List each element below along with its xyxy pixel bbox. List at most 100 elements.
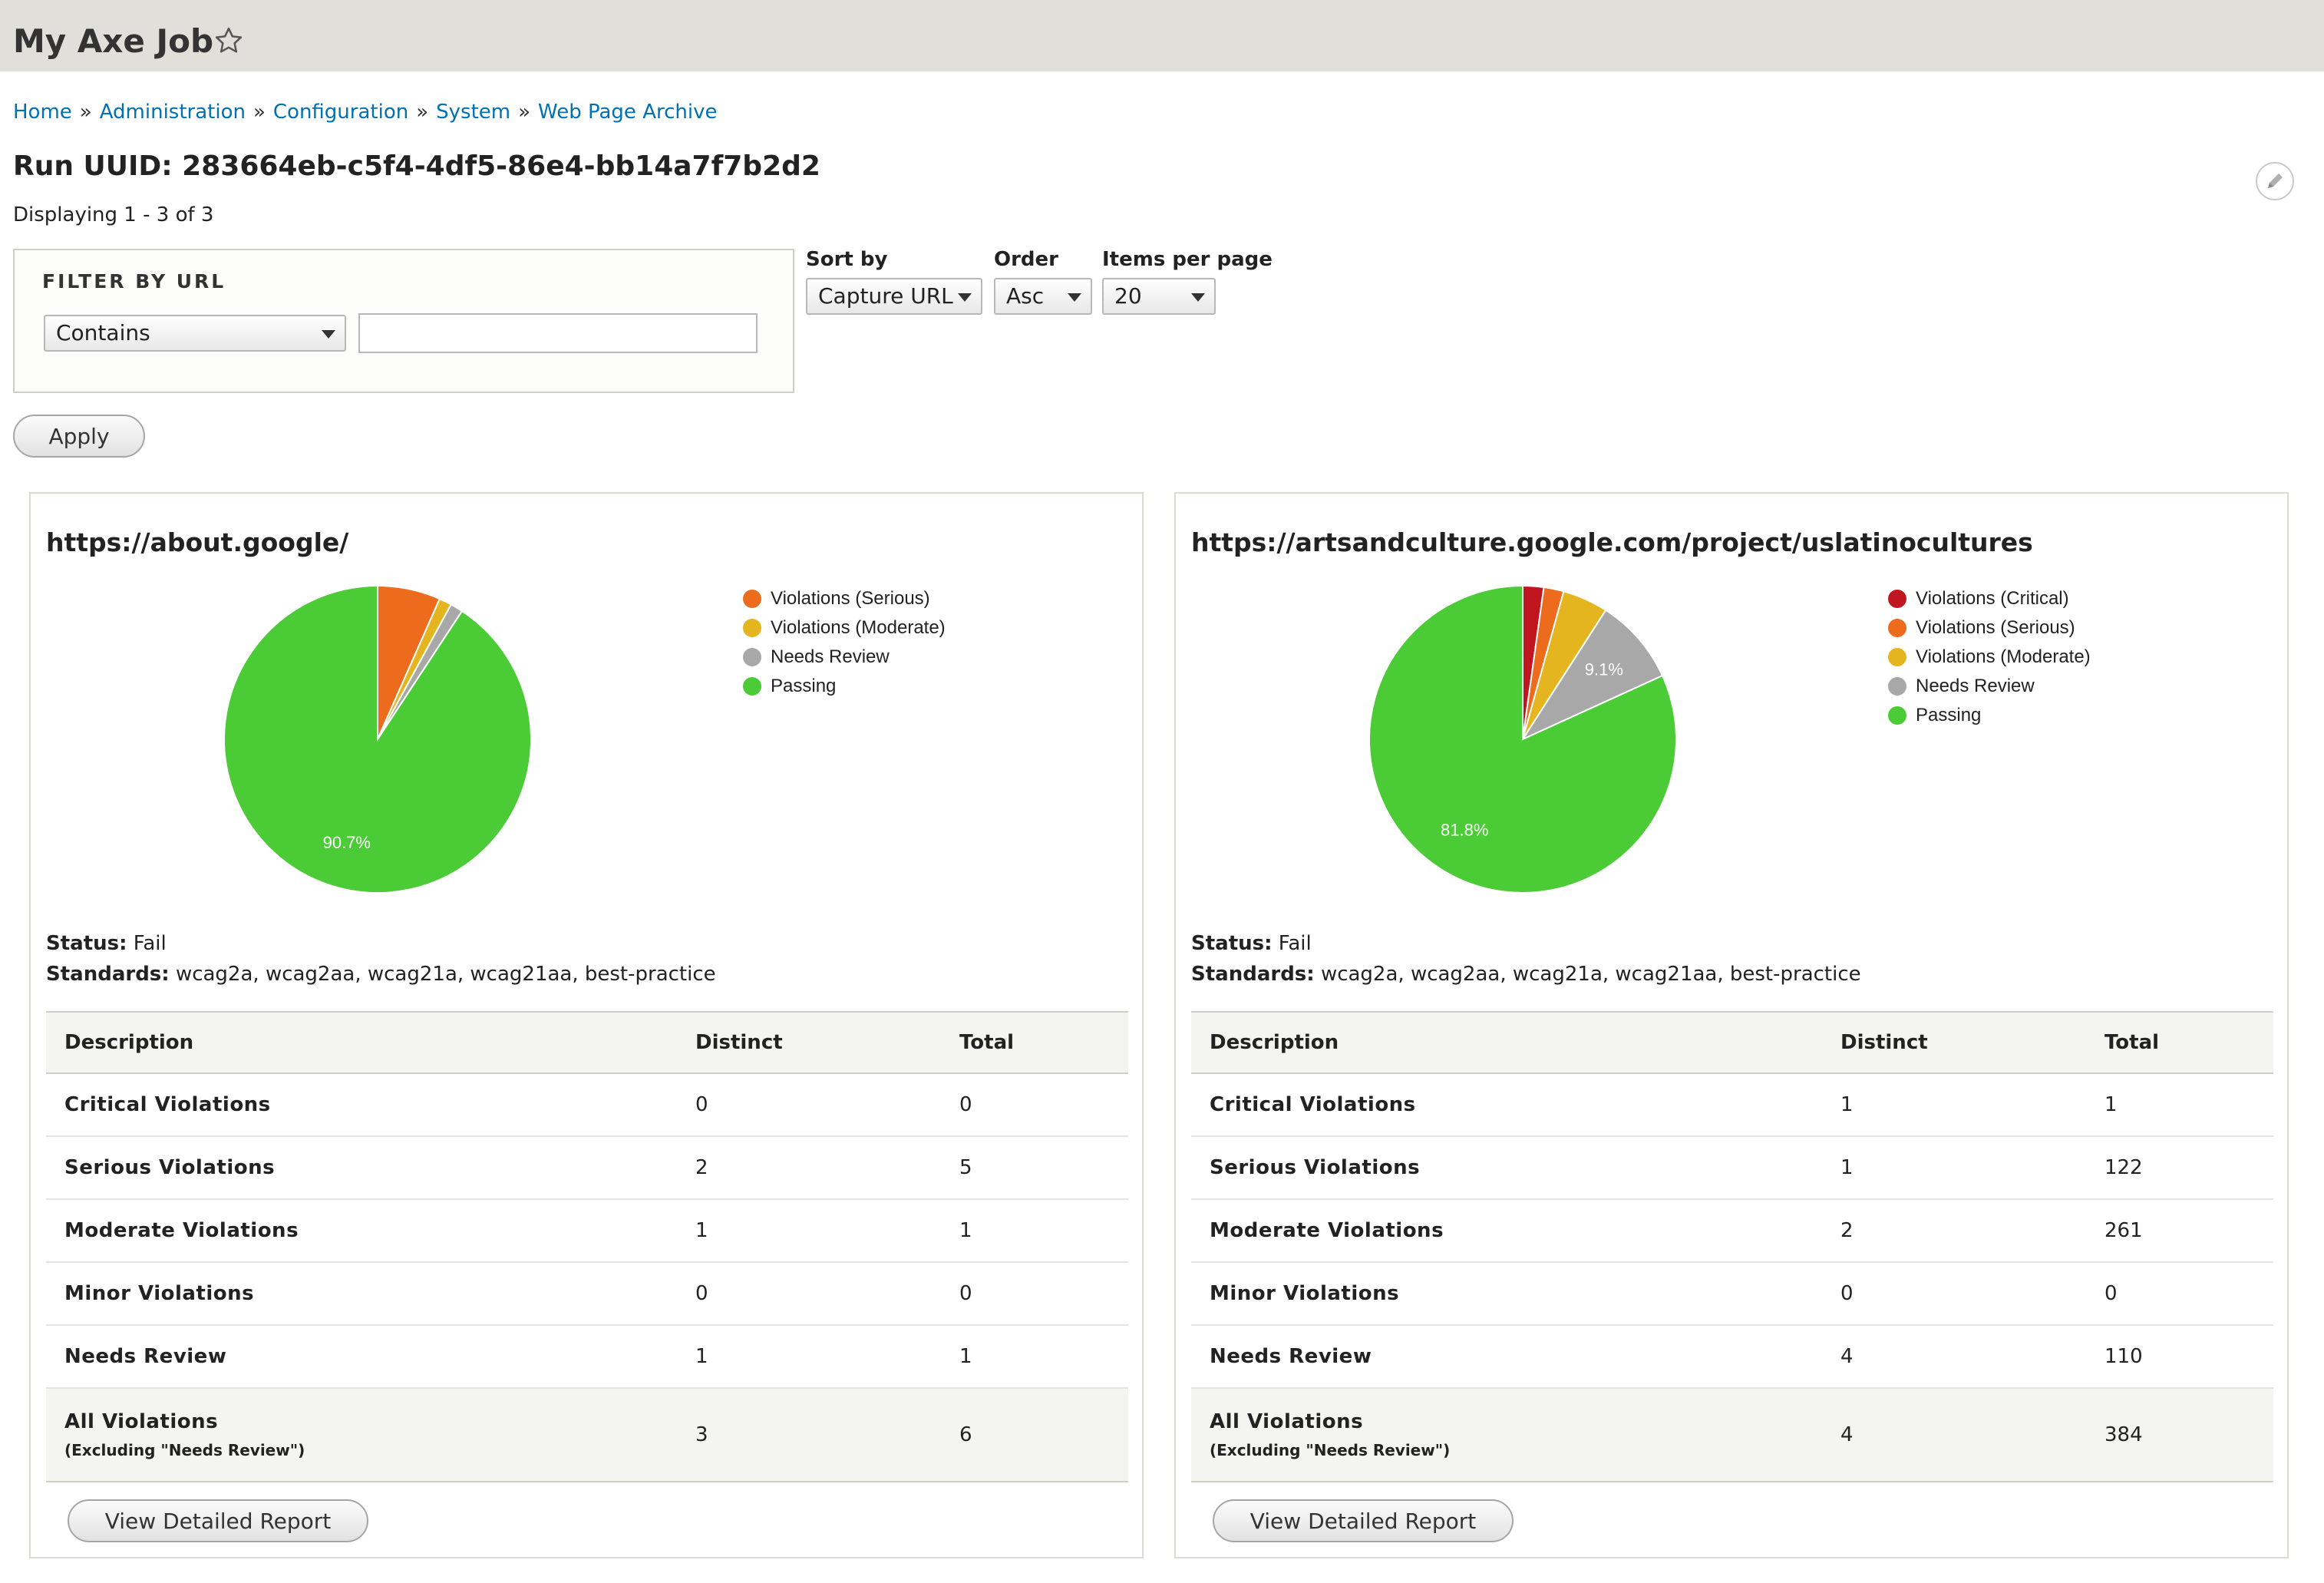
row-description: Minor Violations xyxy=(1191,1262,1822,1326)
column-header-description: Description xyxy=(1191,1011,1822,1074)
legend-swatch xyxy=(743,648,761,666)
row-description: Needs Review xyxy=(1191,1325,1822,1389)
standards-line: Standards: wcag2a, wcag2aa, wcag21a, wca… xyxy=(46,960,716,988)
result-card: https://artsandculture.google.com/projec… xyxy=(1174,492,2289,1558)
capture-url: https://artsandculture.google.com/projec… xyxy=(1191,527,2033,557)
row-description: Serious Violations xyxy=(46,1136,677,1200)
violations-table: Description Distinct Total Critical Viol… xyxy=(1191,1011,2273,1482)
breadcrumb-configuration[interactable]: Configuration xyxy=(272,101,409,124)
row-total: 122 xyxy=(2086,1136,2273,1200)
status-label: Status: xyxy=(46,932,127,955)
row-description: Moderate Violations xyxy=(46,1199,677,1263)
breadcrumb-web-page-archive[interactable]: Web Page Archive xyxy=(538,101,718,124)
pie-slice-review xyxy=(1520,609,1664,742)
table-total-row: All Violations (Excluding "Needs Review")… xyxy=(1191,1388,2273,1482)
items-per-page-select[interactable]: 20 xyxy=(1102,278,1216,315)
table-row: Moderate Violations 2 261 xyxy=(1191,1199,2273,1263)
result-count: Displaying 1 - 3 of 3 xyxy=(13,203,214,226)
breadcrumb-administration[interactable]: Administration xyxy=(99,101,246,124)
column-header-distinct: Distinct xyxy=(677,1011,941,1074)
legend-swatch xyxy=(1888,619,1906,637)
legend-swatch xyxy=(1888,677,1906,696)
row-description: Critical Violations xyxy=(1191,1073,1822,1137)
table-row: Serious Violations 2 5 xyxy=(46,1136,1128,1200)
items-per-page-label: Items per page xyxy=(1102,248,1273,271)
legend-label: Violations (Critical) xyxy=(1916,588,2069,609)
status-line: Status: Fail xyxy=(46,930,167,957)
breadcrumb-system[interactable]: System xyxy=(436,101,511,124)
legend-item-critical: Violations (Critical) xyxy=(1888,584,2091,613)
row-description: Moderate Violations xyxy=(1191,1199,1822,1263)
legend-swatch xyxy=(743,677,761,696)
sort-by-label: Sort by xyxy=(806,248,888,271)
column-header-total: Total xyxy=(941,1011,1128,1074)
breadcrumb-home[interactable]: Home xyxy=(13,101,72,124)
excluding-note: (Excluding "Needs Review") xyxy=(1210,1441,1451,1459)
row-distinct: 3 xyxy=(677,1388,941,1482)
all-violations-label: All Violations xyxy=(1210,1410,1364,1433)
sort-by-value: Capture URL xyxy=(818,283,953,309)
column-header-total: Total xyxy=(2086,1011,2273,1074)
row-distinct: 0 xyxy=(677,1262,941,1326)
legend-label: Violations (Moderate) xyxy=(771,617,946,638)
pencil-icon[interactable] xyxy=(2255,161,2295,201)
breadcrumb-separator: » xyxy=(253,101,266,124)
row-total: 1 xyxy=(941,1325,1128,1389)
legend-swatch xyxy=(743,619,761,637)
run-uuid-title: Run UUID: 283664eb-c5f4-4df5-86e4-bb14a7… xyxy=(13,150,820,182)
row-description: Needs Review xyxy=(46,1325,677,1389)
view-detailed-report-button[interactable]: View Detailed Report xyxy=(1213,1499,1514,1542)
row-distinct: 1 xyxy=(1822,1073,2086,1137)
filter-operator-value: Contains xyxy=(56,320,150,345)
legend-item-serious: Violations (Serious) xyxy=(1888,613,2091,643)
row-distinct: 0 xyxy=(1822,1262,2086,1326)
filter-url-input[interactable] xyxy=(358,313,758,353)
legend-item-passing: Passing xyxy=(1888,701,2091,730)
table-header-row: Description Distinct Total xyxy=(1191,1011,2273,1074)
legend-item-moderate: Violations (Moderate) xyxy=(743,613,946,643)
apply-button[interactable]: Apply xyxy=(13,415,145,458)
row-description: Minor Violations xyxy=(46,1262,677,1326)
filter-operator-select[interactable]: Contains xyxy=(44,315,346,352)
status-line: Status: Fail xyxy=(1191,930,1312,957)
table-row: Minor Violations 0 0 xyxy=(1191,1262,2273,1326)
standards-value: wcag2a, wcag2aa, wcag21a, wcag21aa, best… xyxy=(175,963,716,986)
row-description: All Violations (Excluding "Needs Review") xyxy=(1191,1388,1822,1482)
pie-slice-label: 9.1% xyxy=(1585,659,1623,679)
violations-table: Description Distinct Total Critical Viol… xyxy=(46,1011,1128,1482)
view-detailed-report-button[interactable]: View Detailed Report xyxy=(68,1499,368,1542)
order-value: Asc xyxy=(1006,283,1045,309)
legend-item-review: Needs Review xyxy=(1888,672,2091,701)
legend-label: Violations (Moderate) xyxy=(1916,646,2091,667)
breadcrumb-separator: » xyxy=(79,101,92,124)
table-row: Minor Violations 0 0 xyxy=(46,1262,1128,1326)
pie-slice-passing xyxy=(223,584,532,894)
all-violations-label: All Violations xyxy=(64,1410,219,1433)
table-row: Serious Violations 1 122 xyxy=(1191,1136,2273,1200)
row-total: 6 xyxy=(941,1388,1128,1482)
status-value: Fail xyxy=(1278,932,1312,955)
row-total: 0 xyxy=(941,1262,1128,1326)
row-distinct: 1 xyxy=(1822,1136,2086,1200)
standards-value: wcag2a, wcag2aa, wcag21a, wcag21aa, best… xyxy=(1320,963,1861,986)
legend-swatch xyxy=(1888,648,1906,666)
standards-label: Standards: xyxy=(46,963,170,986)
row-description: Critical Violations xyxy=(46,1073,677,1137)
row-distinct: 1 xyxy=(677,1325,941,1389)
row-distinct: 2 xyxy=(677,1136,941,1200)
row-distinct: 1 xyxy=(677,1199,941,1263)
breadcrumb: Home » Administration » Configuration » System… xyxy=(13,98,717,126)
chevron-down-icon xyxy=(1191,293,1205,302)
star-icon[interactable] xyxy=(213,25,244,56)
row-total: 5 xyxy=(941,1136,1128,1200)
column-header-distinct: Distinct xyxy=(1822,1011,2086,1074)
legend-item-serious: Violations (Serious) xyxy=(743,584,946,613)
order-select[interactable]: Asc xyxy=(994,278,1092,315)
sort-by-select[interactable]: Capture URL xyxy=(806,278,982,315)
table-row: Needs Review 1 1 xyxy=(46,1325,1128,1389)
legend-swatch xyxy=(1888,590,1906,608)
status-label: Status: xyxy=(1191,932,1273,955)
row-description: Serious Violations xyxy=(1191,1136,1822,1200)
table-row: Critical Violations 0 0 xyxy=(46,1073,1128,1137)
violations-pie-chart: 90.7% xyxy=(223,584,532,894)
